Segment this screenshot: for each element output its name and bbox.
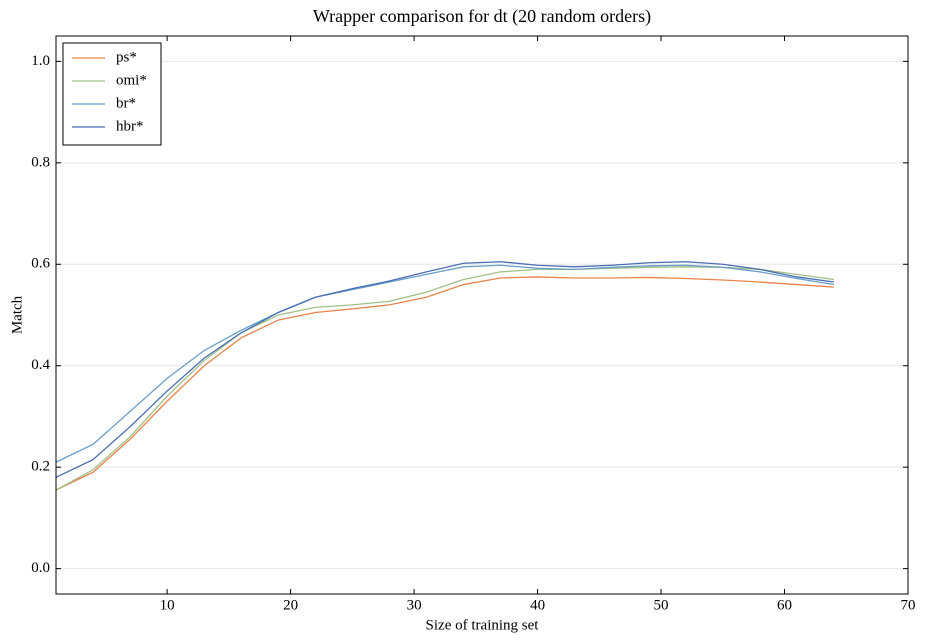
chart-title: Wrapper comparison for dt (20 random ord… [313, 6, 651, 27]
legend-label: br* [116, 95, 136, 111]
y-tick-label: 1.0 [31, 53, 50, 69]
x-tick-label: 10 [160, 597, 175, 613]
line-series [55, 266, 835, 491]
plot-frame [55, 35, 909, 595]
line-series [55, 264, 835, 463]
y-tick-label: 0.6 [31, 256, 50, 272]
x-tick-label: 60 [777, 597, 792, 613]
line-series [55, 261, 835, 478]
x-axis-label: Size of training set [426, 617, 540, 633]
y-tick-label: 0.0 [31, 560, 50, 576]
x-tick-label: 30 [407, 597, 422, 613]
x-tick-label: 50 [654, 597, 669, 613]
legend-label: ps* [116, 49, 137, 65]
legend-box [62, 42, 162, 146]
y-tick-label: 0.4 [31, 357, 50, 373]
x-tick-label: 40 [530, 597, 545, 613]
x-tick-label: 20 [283, 597, 298, 613]
x-tick-label: 70 [901, 597, 916, 613]
y-tick-label: 0.2 [31, 459, 50, 475]
legend-label: hbr* [116, 118, 144, 134]
y-tick-label: 0.8 [31, 154, 50, 170]
legend-label: omi* [116, 72, 147, 88]
line-series [55, 276, 834, 491]
y-axis-label: Match [9, 295, 25, 334]
